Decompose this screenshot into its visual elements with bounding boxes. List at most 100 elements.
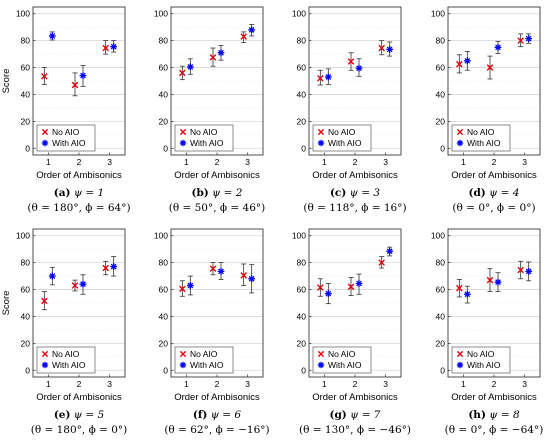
x-tick-label: 3 <box>522 157 527 167</box>
data-point-with-aio <box>386 45 394 53</box>
data-point-no-aio <box>102 264 109 272</box>
x-tick-label: 2 <box>353 157 358 167</box>
legend-marker-with-aio <box>179 361 187 369</box>
data-point-with-aio <box>186 63 194 71</box>
legend-box <box>451 124 511 152</box>
subplot-a: 0 20 40 60 80 100 1 2 3 Order of Ambisonics Score N… <box>1 6 131 214</box>
legend-marker-no-aio <box>179 128 187 136</box>
series-no-aio <box>317 40 385 86</box>
legend-box <box>174 124 234 152</box>
data-point-with-aio <box>463 290 471 298</box>
legend-entry: With AIO <box>328 360 362 370</box>
x-axis-label: Order of Ambisonics <box>312 392 398 403</box>
caption-letter: (d) <box>468 187 485 199</box>
data-point-no-aio <box>179 285 186 293</box>
y-tick-label: 100 <box>154 9 168 19</box>
legend-marker-with-aio <box>317 361 325 369</box>
y-tick-label: 80 <box>297 258 307 268</box>
y-tick-label: 40 <box>297 311 307 321</box>
y-tick-label: 40 <box>436 311 446 321</box>
series-with-aio <box>186 262 256 296</box>
legend-marker-no-aio <box>317 350 325 358</box>
x-tick-label: 1 <box>46 157 51 167</box>
legend-entry: No AIO <box>52 127 80 137</box>
data-point-with-aio <box>355 64 363 72</box>
x-tick-label: 3 <box>245 379 250 389</box>
data-point-with-aio <box>217 267 225 275</box>
legend-entry: No AIO <box>52 349 80 359</box>
data-point-no-aio <box>179 69 186 77</box>
x-tick-label: 2 <box>215 379 220 389</box>
y-tick-label: 40 <box>159 89 169 99</box>
y-tick-label: 100 <box>16 9 30 19</box>
x-tick-label: 1 <box>184 157 189 167</box>
data-point-with-aio <box>79 72 87 80</box>
x-tick-label: 2 <box>215 157 220 167</box>
data-point-with-aio <box>48 32 56 40</box>
data-point-with-aio <box>324 290 332 297</box>
x-tick-label: 3 <box>107 379 112 389</box>
subplot-parameters: (θ = 180°, ϕ = 64°) <box>27 202 130 214</box>
subplot-h: 0 20 40 60 80 100 1 2 3 Order of Ambisonics No AIO… <box>431 228 543 436</box>
data-point-with-aio <box>48 272 56 280</box>
y-tick-label: 40 <box>21 89 31 99</box>
subplot-parameters: (θ = 180°, ϕ = 0°) <box>31 424 128 436</box>
legend-entry: With AIO <box>52 360 86 370</box>
legend-entry: No AIO <box>467 127 495 137</box>
y-tick-label: 100 <box>431 9 445 19</box>
data-point-no-aio <box>240 272 247 279</box>
x-tick-label: 1 <box>322 157 327 167</box>
caption-psi: ψ = 6 <box>207 409 241 421</box>
axes-frame <box>170 228 264 378</box>
subplot-e: 0 20 40 60 80 100 1 2 3 Order of Ambisonics Score N… <box>1 228 128 436</box>
data-point-with-aio <box>248 26 256 34</box>
series-no-aio <box>41 40 109 97</box>
data-point-with-aio <box>110 263 118 271</box>
y-tick-label: 0 <box>25 365 30 375</box>
subplot-d: 0 20 40 60 80 100 1 2 3 Order of Ambisonics No AIO… <box>431 6 541 214</box>
data-point-no-aio <box>456 284 463 292</box>
data-point-with-aio <box>110 43 118 51</box>
y-tick-label: 100 <box>154 231 168 241</box>
y-tick-label: 20 <box>436 116 446 126</box>
series-with-aio <box>48 256 118 295</box>
x-tick-label: 3 <box>522 379 527 389</box>
y-tick-label: 60 <box>436 285 446 295</box>
x-tick-label: 1 <box>322 379 327 389</box>
subplot-caption: (f) ψ = 6 <box>193 409 241 421</box>
series-with-aio <box>324 246 394 305</box>
subplot-parameters: (θ = 62°, ϕ = −16°) <box>164 424 269 436</box>
x-axis-label: Order of Ambisonics <box>451 170 537 181</box>
x-tick-label: 1 <box>461 379 466 389</box>
legend-entry: No AIO <box>328 349 356 359</box>
legend-box <box>174 346 234 374</box>
y-tick-label: 20 <box>297 338 307 348</box>
legend-marker-with-aio <box>41 361 49 369</box>
data-point-no-aio <box>517 266 524 274</box>
x-tick-label: 3 <box>107 157 112 167</box>
legend-box <box>312 124 372 152</box>
y-tick-label: 40 <box>297 89 307 99</box>
y-tick-label: 100 <box>431 231 445 241</box>
x-axis-label: Order of Ambisonics <box>451 392 537 403</box>
x-tick-label: 1 <box>46 379 51 389</box>
data-point-with-aio <box>248 275 256 283</box>
data-point-no-aio <box>517 37 524 44</box>
axes-frame <box>308 6 402 156</box>
legend-entry: No AIO <box>190 127 218 137</box>
subplot-parameters: (θ = 130°, ϕ = −46°) <box>299 424 411 436</box>
y-tick-label: 0 <box>25 143 30 153</box>
y-tick-label: 80 <box>297 36 307 46</box>
y-tick-label: 0 <box>301 143 306 153</box>
series-with-aio <box>463 33 533 71</box>
series-no-aio <box>317 256 385 297</box>
series-with-aio <box>463 261 533 304</box>
legend-marker-no-aio <box>179 350 187 358</box>
legend-marker-with-aio <box>317 139 325 147</box>
data-point-no-aio <box>378 44 385 52</box>
y-tick-label: 80 <box>21 258 31 268</box>
